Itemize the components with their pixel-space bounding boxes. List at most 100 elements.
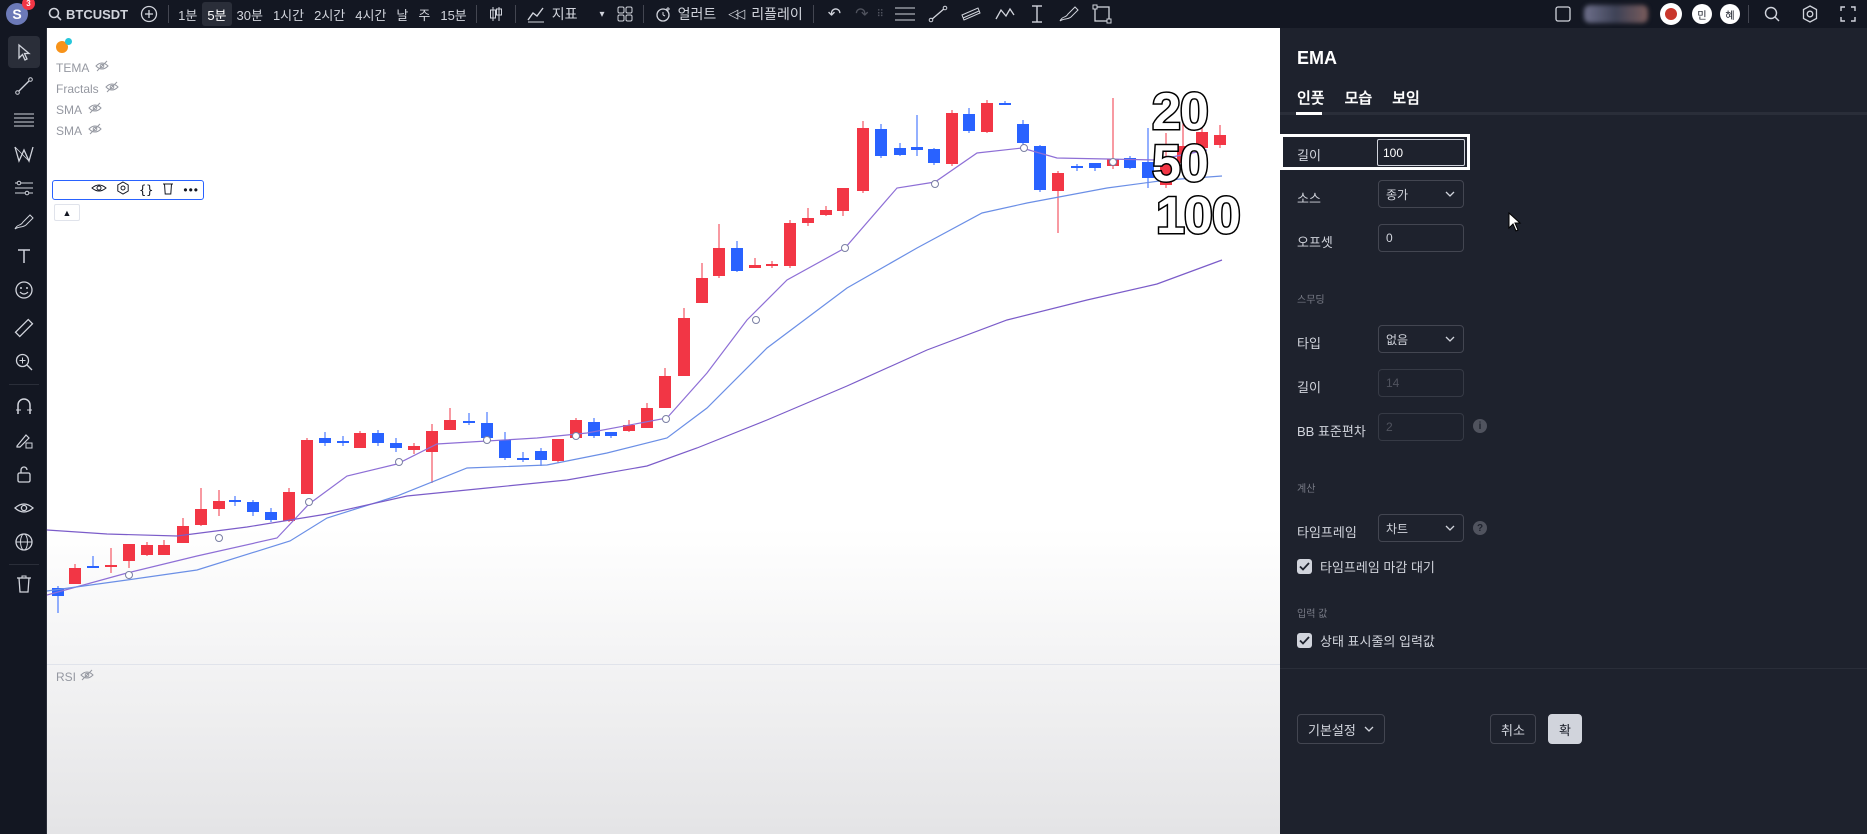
symbol-search[interactable]: BTCUSDT <box>42 0 134 28</box>
user-badge-1[interactable]: 민 <box>1688 0 1716 28</box>
tab-visibility[interactable]: 보임 <box>1392 90 1420 107</box>
fractal-marker <box>1109 158 1117 166</box>
profile-pic[interactable] <box>1654 0 1688 28</box>
select-box-button[interactable] <box>1548 0 1578 28</box>
object-tree-tool[interactable] <box>8 526 40 558</box>
checkbox-checked[interactable] <box>1297 633 1312 648</box>
cancel-button[interactable]: 취소 <box>1490 714 1536 744</box>
magnet-tool[interactable] <box>8 390 40 422</box>
replay-label: 리플레이 <box>751 6 803 22</box>
fullscreen-button[interactable] <box>1829 0 1867 28</box>
ema-20-line[interactable] <box>47 147 1208 596</box>
chart-type-button[interactable] <box>481 0 511 28</box>
legend-item[interactable]: TEMA <box>56 57 119 78</box>
candle <box>1196 118 1208 148</box>
redo-button[interactable]: ↷ <box>851 0 872 28</box>
rectangle-button[interactable] <box>1086 0 1118 28</box>
candle <box>123 544 135 568</box>
indicators-button[interactable]: 지표 ▾ <box>520 0 611 28</box>
wait-close-checkbox-row[interactable]: 타임프레임 마감 대기 <box>1297 557 1435 576</box>
eye-hidden-icon[interactable] <box>88 123 102 138</box>
fib-tool[interactable] <box>8 104 40 136</box>
timeframe-button[interactable]: 30분 <box>236 7 263 23</box>
timeframe-button[interactable]: 5분 <box>202 2 232 26</box>
trash-icon[interactable] <box>162 181 174 200</box>
delete-tool[interactable] <box>8 568 40 600</box>
eye-hidden-icon[interactable] <box>95 60 110 75</box>
pattern-tool[interactable] <box>8 138 40 170</box>
eye-hidden-icon[interactable] <box>80 669 94 684</box>
trendline-tool[interactable] <box>8 70 40 102</box>
brush-tool[interactable] <box>8 206 40 238</box>
defaults-dropdown[interactable]: 기본설정 <box>1297 714 1385 744</box>
more-options-icon[interactable]: ••• <box>183 183 199 197</box>
collapse-legend-button[interactable]: ▲ <box>54 204 80 221</box>
ok-button[interactable]: 확 <box>1548 714 1582 744</box>
source-select[interactable]: 종가 <box>1378 180 1464 208</box>
alarm-icon <box>655 7 670 22</box>
source-code-icon[interactable]: {} <box>138 183 154 197</box>
text-cursor-button[interactable] <box>1022 0 1052 28</box>
bb-stddev-input[interactable]: 2 <box>1378 413 1464 441</box>
trendline-button[interactable] <box>922 0 954 28</box>
eye-icon[interactable] <box>91 181 107 199</box>
pane-separator[interactable] <box>47 664 1280 665</box>
emoji-tool[interactable] <box>8 274 40 306</box>
help-icon[interactable]: ? <box>1473 521 1487 535</box>
legend-item[interactable]: SMA <box>56 99 119 120</box>
eye-hidden-icon[interactable] <box>104 81 119 96</box>
rsi-legend[interactable]: RSI <box>56 669 94 684</box>
settings-button[interactable] <box>1791 0 1829 28</box>
timeframe-button[interactable]: 15분 <box>440 7 467 23</box>
text-tool[interactable] <box>8 240 40 272</box>
statusbar-inputs-checkbox-row[interactable]: 상태 표시줄의 입력값 <box>1297 631 1435 650</box>
measure-tool[interactable] <box>8 312 40 344</box>
timeframe-button[interactable]: 1분 <box>178 7 198 23</box>
ema-100-line[interactable] <box>47 259 1223 537</box>
active-tab-indicator <box>1296 112 1322 115</box>
channel-button[interactable] <box>954 0 988 28</box>
brush-button[interactable] <box>1052 0 1086 28</box>
timeframe-select[interactable]: 차트 <box>1378 514 1464 542</box>
lock-drawing-tool[interactable] <box>8 424 40 456</box>
lock-all-tool[interactable] <box>8 458 40 490</box>
info-icon[interactable]: i <box>1473 419 1487 433</box>
timeframe-button[interactable]: 1시간 <box>272 7 305 23</box>
text-cursor-icon <box>1031 5 1042 23</box>
alert-button[interactable]: 얼러트 <box>648 0 723 28</box>
hide-drawings-tool[interactable] <box>8 492 40 524</box>
chart-area[interactable]: TEMA Fractals SMA SMA {} ••• ▲ RSI 20 50 <box>47 28 1280 834</box>
tab-style[interactable]: 모습 <box>1344 90 1373 107</box>
smoothing-type-select[interactable]: 없음 <box>1378 325 1464 353</box>
checkbox-checked[interactable] <box>1297 559 1312 574</box>
user-avatar[interactable]: S 3 <box>6 0 35 25</box>
cursor-tool[interactable] <box>8 36 40 68</box>
tab-inputs[interactable]: 인풋 <box>1297 90 1325 107</box>
timeframe-button[interactable]: 주 <box>418 7 431 23</box>
smoothing-length-input[interactable]: 14 <box>1378 369 1464 397</box>
replay-button[interactable]: ◁◁ 리플레이 <box>722 0 809 28</box>
user-badge-2[interactable]: 혜 <box>1716 0 1744 28</box>
timeframe-button[interactable]: 2시간 <box>314 7 346 23</box>
legend-item[interactable]: SMA <box>56 120 119 141</box>
price-chart[interactable] <box>47 28 1280 834</box>
undo-button[interactable]: ↶ <box>818 0 851 28</box>
settings-gear-icon[interactable] <box>116 180 130 200</box>
zoom-tool[interactable] <box>8 346 40 378</box>
length-input[interactable]: 100 <box>1377 139 1465 166</box>
compare-add-button[interactable] <box>134 0 164 28</box>
drag-handle-icon[interactable]: ⠿ <box>876 8 884 20</box>
legend-item[interactable]: Fractals <box>56 78 119 99</box>
offset-input[interactable]: 0 <box>1378 224 1464 252</box>
timeframe-button[interactable]: 4시간 <box>355 7 387 23</box>
chevron-down-icon[interactable]: ▾ <box>599 8 605 20</box>
draw-lines-button[interactable] <box>888 0 922 28</box>
quick-search-button[interactable] <box>1753 0 1791 28</box>
eye-hidden-icon[interactable] <box>88 102 102 117</box>
ema-50-line[interactable] <box>47 175 1223 592</box>
timeframe-button[interactable]: 날 <box>396 7 409 23</box>
layouts-button[interactable] <box>611 0 639 28</box>
avatar-letter: S <box>12 6 22 22</box>
prediction-tool[interactable] <box>8 172 40 204</box>
pattern-button[interactable] <box>988 0 1022 28</box>
